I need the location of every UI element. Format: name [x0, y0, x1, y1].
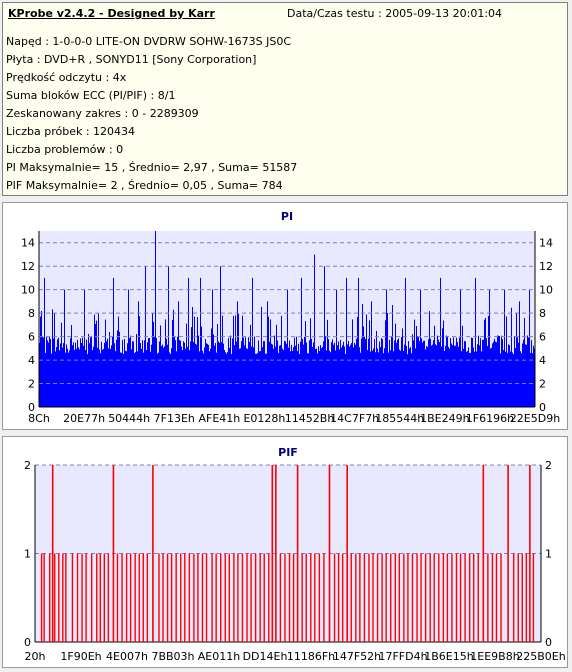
- y-tick-label-right: 2: [545, 459, 552, 472]
- info-pif-summary: PIF Maksymalnie= 2 , Średnio= 0,05 , Sum…: [6, 179, 283, 192]
- y-tick-label-right: 8: [539, 307, 546, 320]
- info-speed: Prędkość odczytu : 4x: [6, 71, 127, 84]
- info-ecc-blocks: Suma bloków ECC (PI/PIF) : 8/1: [6, 89, 176, 102]
- x-tick-label: 14C7F7h: [330, 412, 379, 425]
- y-tick-label: 8: [28, 307, 35, 320]
- y-tick-label-right: 2: [539, 378, 546, 391]
- y-tick-label-right: 14: [539, 237, 553, 250]
- info-samples: Liczba próbek : 120434: [6, 125, 136, 138]
- x-tick-label: AE011h: [198, 650, 240, 663]
- x-tick-label: 1F90Eh: [60, 650, 101, 663]
- x-tick-label: 7F13Eh: [154, 412, 195, 425]
- y-tick-label-right: 6: [539, 331, 546, 344]
- x-tick-label: E0128h: [243, 412, 285, 425]
- x-tick-label: 1BE249h: [420, 412, 469, 425]
- info-disc: Płyta : DVD+R , SONYD11 [Sony Corporatio…: [6, 53, 257, 66]
- y-tick-label: 1: [24, 548, 31, 561]
- app-title: KProbe v2.4.2 - Designed by Karr: [8, 7, 215, 20]
- test-date: Data/Czas testu : 2005-09-13 20:01:04: [287, 7, 503, 20]
- chart-title: PI: [281, 210, 293, 223]
- x-tick-label: 147F52h: [333, 650, 381, 663]
- pif-chart: PIF 0 0 1 1 2 2 20h 1F90Eh 4E007h 7BB03h AE011h DD14…: [24, 446, 566, 663]
- x-tick-label: 17FFD4h: [378, 650, 427, 663]
- y-tick-label: 14: [21, 237, 35, 250]
- x-tick-label: 20h: [25, 650, 46, 663]
- pif-chart-panel: PIF 0 0 1 1 2 2 20h 1F90Eh 4E007h 7BB03h AE011h DD14…: [2, 436, 568, 668]
- pi-chart: PI 0 0 2 2 4 4 6 6 8 8 10 10 12 12 14 14 8Ch 20E77h 50444h 7…: [21, 210, 560, 425]
- y-tick-label: 6: [28, 331, 35, 344]
- y-tick-label-right: 10: [539, 284, 553, 297]
- y-tick-label-right: 4: [539, 354, 546, 367]
- y-tick-label: 10: [21, 284, 35, 297]
- info-range: Zeskanowany zakres : 0 - 2289309: [6, 107, 199, 120]
- x-tick-label: 50444h: [108, 412, 150, 425]
- x-tick-label: 225B0Eh: [516, 650, 565, 663]
- info-pi-summary: PI Maksymalnie= 15 , Średnio= 2,97 , Sum…: [6, 161, 298, 174]
- y-tick-label-right: 1: [545, 548, 552, 561]
- x-tick-label: 185544h: [375, 412, 424, 425]
- x-tick-label: DD14Eh: [243, 650, 288, 663]
- y-tick-label: 0: [28, 401, 35, 414]
- y-tick-label-right: 12: [539, 260, 553, 273]
- info-drive: Napęd : 1-0-0-0 LITE-ON DVDRW SOHW-1673S…: [6, 35, 292, 48]
- x-tick-label: 4E007h: [106, 650, 148, 663]
- y-tick-label-right: 0: [539, 401, 546, 414]
- x-tick-label: 1EE9B8h: [470, 650, 519, 663]
- y-tick-label: 2: [28, 378, 35, 391]
- pi-bars: [39, 231, 535, 407]
- x-tick-label: AFE41h: [198, 412, 240, 425]
- x-tick-label: 22E5D9h: [510, 412, 560, 425]
- y-tick-label: 0: [24, 636, 31, 649]
- x-tick-label: 11186Fh: [287, 650, 335, 663]
- x-tick-label: 20E77h: [63, 412, 105, 425]
- x-tick-label: 11452Bh: [285, 412, 335, 425]
- info-panel: KProbe v2.4.2 - Designed by Karr Data/Cz…: [2, 2, 568, 196]
- y-tick-label: 4: [28, 354, 35, 367]
- x-tick-label: 7BB03h: [151, 650, 194, 663]
- y-tick-label: 12: [21, 260, 35, 273]
- chart-title: PIF: [278, 446, 298, 459]
- x-tick-label: 1F6196h: [466, 412, 514, 425]
- x-tick-label: 1B6E15h: [424, 650, 473, 663]
- y-tick-label: 2: [24, 459, 31, 472]
- pi-chart-panel: PI 0 0 2 2 4 4 6 6 8 8 10 10 12 12 14 14 8Ch 20E77h 50444h 7…: [2, 202, 568, 430]
- info-problems: Liczba problemów : 0: [6, 143, 124, 156]
- x-tick-label: 8Ch: [28, 412, 50, 425]
- y-tick-label-right: 0: [545, 636, 552, 649]
